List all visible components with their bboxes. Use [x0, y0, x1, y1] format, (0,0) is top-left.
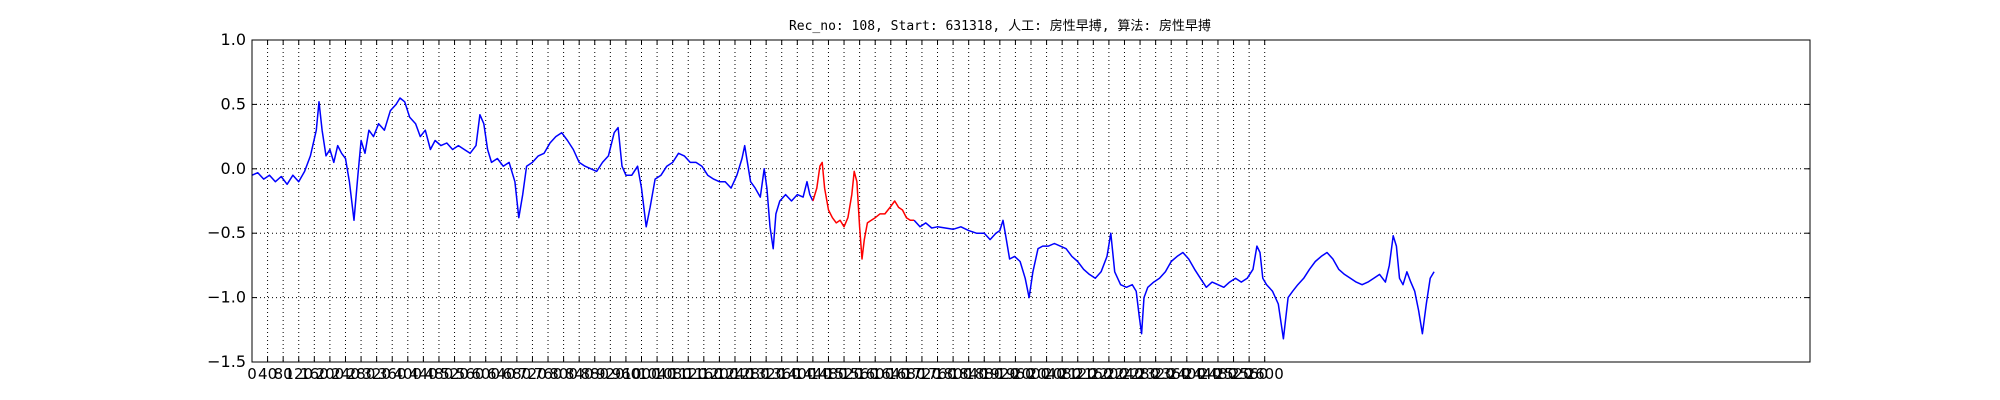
x-tick-label: 2440: [1183, 365, 1221, 383]
x-tick-label: 2520: [1214, 365, 1252, 383]
x-tick-label: 2480: [1199, 365, 1237, 383]
x-tick-label: 1920: [981, 365, 1019, 383]
x-tick-label: 920: [596, 365, 625, 383]
x-tick-label: 1160: [685, 365, 723, 383]
chart-title: Rec_no: 108, Start: 631318, 人工: 房性早搏, 算法…: [789, 18, 1211, 34]
x-tick-label: 2320: [1137, 365, 1175, 383]
x-tick-label: 1520: [825, 365, 863, 383]
x-tick-label: 1280: [731, 365, 769, 383]
x-tick-label: 640: [487, 365, 516, 383]
x-tick-label: 2360: [1152, 365, 1190, 383]
x-tick-label: 2000: [1012, 365, 1050, 383]
x-tick-label: 1840: [950, 365, 988, 383]
x-tick-label: 1800: [934, 365, 972, 383]
x-tick-label: 1440: [794, 365, 832, 383]
x-axis-ticks: 0 408012016020024028032036040044048052056…: [247, 40, 1284, 383]
x-tick-label: 520: [440, 365, 469, 383]
x-tick-label: 1600: [856, 365, 894, 383]
y-tick-label: 0.0: [221, 159, 246, 178]
x-tick-label: 1640: [872, 365, 910, 383]
x-tick-label: 1560: [841, 365, 879, 383]
x-tick-label: 320: [362, 365, 391, 383]
x-tick-label: 720: [518, 365, 547, 383]
x-tick-label: 1400: [778, 365, 816, 383]
x-tick-label: 2600: [1246, 365, 1284, 383]
x-tick-label: 1760: [918, 365, 956, 383]
x-tick-label: 480: [425, 365, 454, 383]
x-tick-label: 1240: [716, 365, 754, 383]
x-tick-label: 1360: [763, 365, 801, 383]
x-tick-label: 600: [471, 365, 500, 383]
x-tick-label: 360: [378, 365, 407, 383]
x-tick-label: 2080: [1043, 365, 1081, 383]
x-tick-label: 1720: [903, 365, 941, 383]
x-tick-label: 2120: [1059, 365, 1097, 383]
x-tick-label: 160: [300, 365, 329, 383]
x-tick-label: 1000: [622, 365, 660, 383]
x-tick-label: 2560: [1230, 365, 1268, 383]
x-tick-label: 560: [456, 365, 485, 383]
gridlines: [252, 40, 1810, 362]
x-tick-label: 2400: [1168, 365, 1206, 383]
x-tick-label: 1480: [809, 365, 847, 383]
y-axis-ticks: 1.0 0.5 0.0 −0.5 −1.0 −1.5: [207, 30, 1810, 371]
x-tick-label: 400: [393, 365, 422, 383]
signal-segment-3: [913, 219, 1435, 340]
signal-lines: [251, 97, 1435, 340]
x-tick-label: 1880: [965, 365, 1003, 383]
x-tick-label: 1200: [700, 365, 738, 383]
x-tick-label: 2280: [1121, 365, 1159, 383]
x-tick-label: 80: [274, 365, 293, 383]
y-tick-label: 1.0: [221, 30, 246, 49]
x-tick-label: 2200: [1090, 365, 1128, 383]
x-tick-label: 960: [612, 365, 641, 383]
y-tick-label: −0.5: [207, 223, 246, 242]
x-tick-label: 800: [549, 365, 578, 383]
x-tick-label: 1680: [887, 365, 925, 383]
x-tick-label: 1120: [669, 365, 707, 383]
x-tick-label: 880: [580, 365, 609, 383]
x-tick-label: 200: [316, 365, 345, 383]
x-tick-label: 840: [565, 365, 594, 383]
x-tick-label: 1960: [996, 365, 1034, 383]
x-tick-label: 40: [258, 365, 277, 383]
y-tick-label: −1.0: [207, 288, 246, 307]
signal-segment-2: [812, 161, 915, 260]
x-tick-label: 1320: [747, 365, 785, 383]
x-tick-label: 240: [331, 365, 360, 383]
x-tick-label: 1080: [654, 365, 692, 383]
x-tick-label: 2240: [1105, 365, 1143, 383]
x-tick-label: 760: [534, 365, 563, 383]
x-tick-label: 0: [247, 365, 257, 383]
signal-segment-1: [251, 97, 814, 250]
x-tick-label: 2160: [1074, 365, 1112, 383]
x-tick-label: 120: [284, 365, 313, 383]
x-tick-label: 280: [347, 365, 376, 383]
x-tick-label: 440: [409, 365, 438, 383]
x-tick-label: 1040: [638, 365, 676, 383]
y-tick-label: −1.5: [207, 352, 246, 371]
x-tick-label: 680: [503, 365, 532, 383]
y-tick-label: 0.5: [221, 94, 246, 113]
x-tick-label: 2040: [1027, 365, 1065, 383]
